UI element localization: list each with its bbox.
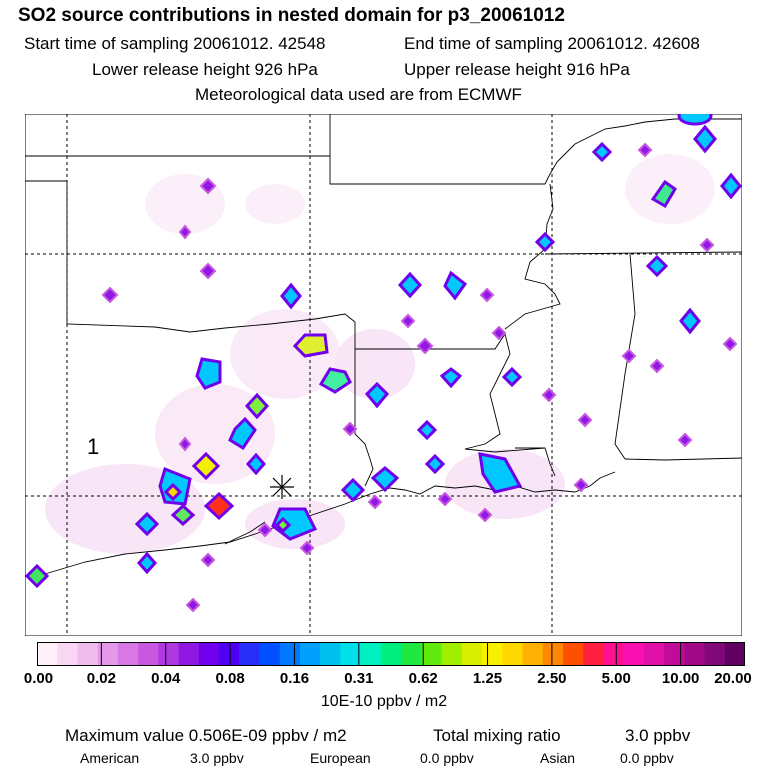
colorbar-cell xyxy=(320,642,342,666)
european-label: European xyxy=(310,750,371,766)
colorbar-cell xyxy=(562,642,584,666)
colorbar-cell xyxy=(340,642,362,666)
american-value: 3.0 ppbv xyxy=(190,750,244,766)
colorbar-tick-label: 0.16 xyxy=(279,670,310,687)
colorbar-cell xyxy=(198,642,220,666)
colorbar-cell xyxy=(117,642,139,666)
asian-label: Asian xyxy=(540,750,576,766)
colorbar-cell xyxy=(299,642,321,666)
colorbar-cell xyxy=(482,642,503,666)
colorbar-cell xyxy=(77,642,99,666)
colorbar-frame xyxy=(37,642,745,666)
colorbar-cell xyxy=(502,642,524,666)
colorbar-cell xyxy=(461,642,483,666)
colorbar-tick-label: 20.00 xyxy=(714,670,752,687)
colorbar-cell xyxy=(259,642,281,666)
asian-value: 0.0 ppbv xyxy=(620,750,674,766)
colorbar-cell xyxy=(219,642,240,666)
start-time-label: Start time of sampling 20061012. 42548 xyxy=(24,34,326,53)
american-label: American xyxy=(80,750,140,766)
colorbar-cell xyxy=(239,642,261,666)
colorbar-cell xyxy=(441,642,463,666)
colorbar-cell xyxy=(279,642,301,666)
plot-title: SO2 source contributions in nested domai… xyxy=(18,5,565,26)
source-cell xyxy=(25,114,742,589)
colorbar-tick-label: 0.62 xyxy=(408,670,438,687)
total-mixing-value: 3.0 ppbv xyxy=(625,726,691,745)
concentration-map: 1 xyxy=(25,114,742,636)
colorbar-tick-label: 1.25 xyxy=(472,670,503,687)
colorbar-cell xyxy=(643,642,665,666)
region-marker: 1 xyxy=(87,434,99,459)
colorbar-tick-label: 0.00 xyxy=(23,670,54,687)
end-time-label: End time of sampling 20061012. 42608 xyxy=(404,34,700,53)
met-data-label: Meteorological data used are from ECMWF xyxy=(195,85,522,104)
colorbar-cell xyxy=(97,642,119,666)
colorbar-cell xyxy=(401,642,422,666)
source-cells xyxy=(25,114,742,613)
colorbar-cell xyxy=(57,642,79,666)
colorbar-cell xyxy=(37,642,58,666)
colorbar-cell xyxy=(724,642,745,666)
colorbar-dividers xyxy=(100,642,682,666)
colorbar-cell xyxy=(158,642,180,666)
colorbar-tick-label: 0.08 xyxy=(215,670,245,687)
colorbar-cell xyxy=(664,642,685,666)
coastline xyxy=(44,471,616,575)
colorbar-cell xyxy=(542,642,564,666)
colorbar-tick-label: 2.50 xyxy=(537,670,567,687)
colorbar-tick-label: 5.00 xyxy=(601,670,631,687)
colorbar-tick-label: 0.31 xyxy=(344,670,374,687)
colorbar-unit: 10E-10 ppbv / m2 xyxy=(320,693,448,710)
colorbar-tick-label: 0.04 xyxy=(151,670,181,687)
minor-source-cells xyxy=(101,142,738,613)
colorbar-cell xyxy=(421,642,443,666)
colorbar-cell xyxy=(684,642,706,666)
european-value: 0.0 ppbv xyxy=(420,750,474,766)
release-location-marker xyxy=(270,475,294,499)
colorbar-cell xyxy=(138,642,159,666)
colorbar-cell xyxy=(178,642,200,666)
colorbar-cell xyxy=(603,642,625,666)
lower-release-label: Lower release height 926 hPa xyxy=(92,60,318,79)
colorbar xyxy=(37,642,745,666)
colorbar-cell xyxy=(583,642,604,666)
total-mixing-label: Total mixing ratio xyxy=(433,726,561,745)
colorbar-cell xyxy=(380,642,402,666)
colorbar-cells xyxy=(37,642,745,666)
colorbar-cell xyxy=(623,642,645,666)
colorbar-tick-label: 10.00 xyxy=(661,670,700,687)
colorbar-cell xyxy=(704,642,726,666)
max-value-label: Maximum value 0.506E-09 ppbv / m2 xyxy=(65,726,347,745)
colorbar-cell xyxy=(360,642,382,666)
colorbar-cell xyxy=(522,642,544,666)
upper-release-label: Upper release height 916 hPa xyxy=(404,60,630,79)
colorbar-tick-label: 0.02 xyxy=(86,670,116,687)
